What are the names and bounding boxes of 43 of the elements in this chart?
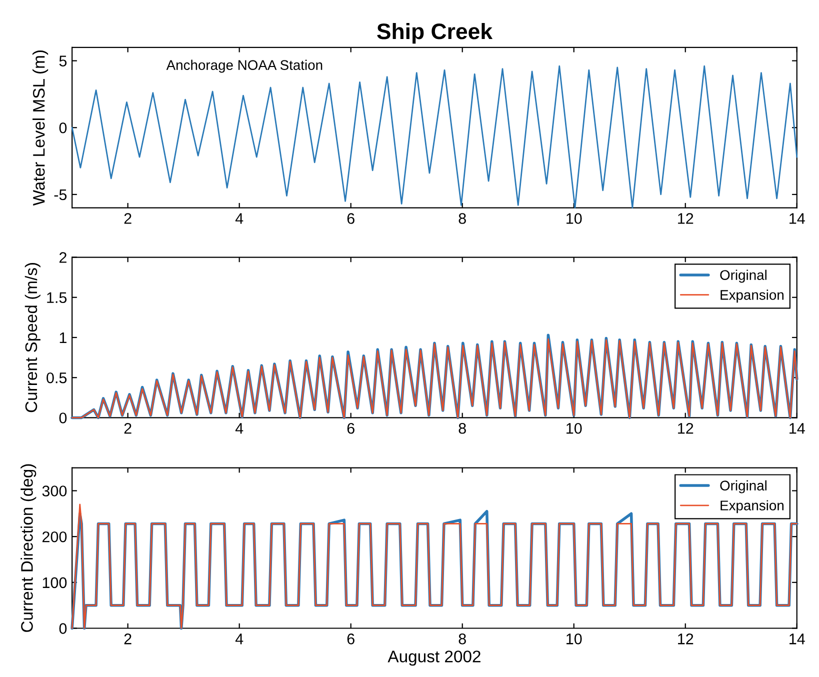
y-tick-label: 100 [42,577,67,588]
y-tick-label: 200 [42,531,67,542]
x-tick-label: 10 [566,422,582,434]
x-tick-label: 6 [347,213,354,224]
legend-label: Original [720,270,766,283]
x-tick-label: 4 [235,213,244,224]
y-tick-label: 0.5 [46,372,67,384]
x-tick-label: 4 [235,634,244,644]
chart-title: Ship Creek [377,22,493,44]
x-axis-title: August 2002 [388,650,480,666]
y-tick-label: 5 [59,56,67,66]
x-tick-label: 8 [458,634,466,644]
y-tick-label: 1.5 [47,292,67,304]
x-tick-label: 14 [790,634,805,644]
y-tick-label: 0 [59,412,67,424]
x-tick-label: 12 [678,422,694,434]
x-tick-label: 14 [790,213,805,224]
legend-label: Original [720,480,766,494]
y-axis-title: Current Direction (deg) [20,464,36,632]
y-axis-title: Current Speed (m/s) [24,263,40,412]
x-tick-label: 10 [566,634,582,644]
legend-label: Expansion [720,500,784,514]
y-tick-label: 300 [42,486,67,496]
x-tick-label: 8 [458,213,466,224]
y-tick-label: 0 [59,122,67,134]
x-tick-label: 10 [566,213,582,224]
x-tick-label: 2 [124,422,132,434]
x-tick-label: 6 [347,422,354,434]
y-tick-label: -5 [54,189,67,200]
x-tick-label: 2 [124,634,132,644]
x-tick-label: 6 [347,634,354,644]
x-tick-label: 14 [790,423,805,434]
x-tick-label: 8 [458,422,466,434]
y-axis-title: Water Level MSL (m) [32,50,48,206]
x-tick-label: 2 [124,213,132,224]
x-tick-label: 12 [678,213,694,224]
x-tick-label: 12 [678,634,694,644]
x-tick-label: 4 [235,423,244,434]
y-tick-label: 0 [59,623,67,634]
y-tick-label: 2 [59,252,66,263]
y-tick-label: 1 [60,332,66,344]
annotation: Anchorage NOAA Station [166,60,322,73]
legend-label: Expansion [720,290,784,303]
